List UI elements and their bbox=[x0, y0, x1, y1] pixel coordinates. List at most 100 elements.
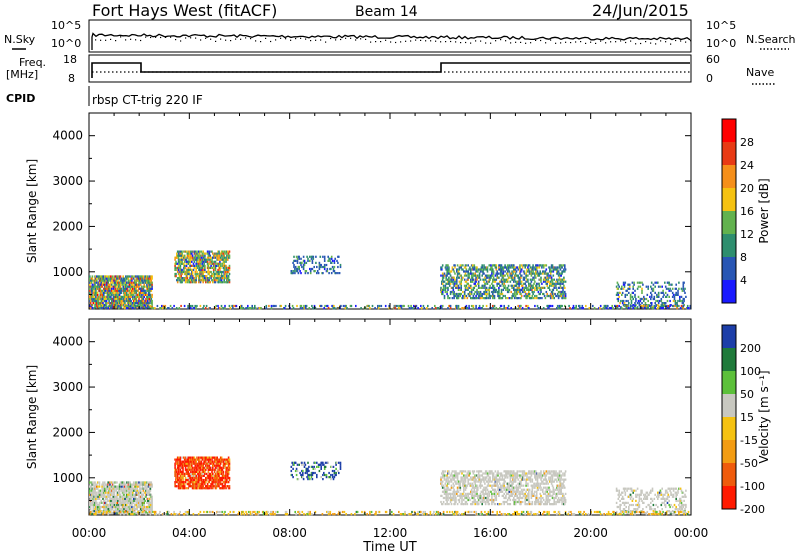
echo-cell bbox=[227, 266, 230, 269]
echo-cell bbox=[113, 302, 116, 305]
echo-cell bbox=[161, 304, 163, 308]
echo-cell bbox=[96, 291, 99, 294]
echo-cell bbox=[95, 275, 97, 278]
echo-cell bbox=[177, 478, 180, 482]
echo-cell bbox=[200, 462, 203, 465]
echo-cell bbox=[96, 277, 98, 280]
echo-cell bbox=[549, 282, 551, 285]
echo-cell bbox=[123, 491, 125, 494]
echo-cell bbox=[105, 287, 108, 290]
echo-cell bbox=[505, 280, 507, 283]
echo-cell bbox=[662, 289, 664, 292]
echo-cell bbox=[293, 255, 295, 258]
echo-cell bbox=[667, 287, 670, 290]
echo-cell bbox=[650, 306, 652, 309]
echo-cell bbox=[204, 268, 206, 271]
echo-cell bbox=[628, 285, 631, 288]
echo-cell bbox=[211, 478, 213, 482]
echo-cell bbox=[532, 292, 534, 296]
echo-cell bbox=[393, 304, 396, 308]
echo-cell bbox=[209, 270, 211, 274]
echo-cell bbox=[559, 292, 562, 296]
echo-cell bbox=[104, 505, 107, 509]
echo-cell bbox=[176, 277, 179, 280]
echo-cell bbox=[175, 275, 177, 278]
echo-cell bbox=[104, 277, 107, 280]
echo-cell bbox=[104, 304, 107, 307]
echo-cell bbox=[186, 254, 189, 257]
echo-cell bbox=[654, 291, 656, 294]
echo-cell bbox=[96, 297, 98, 301]
echo-cell bbox=[332, 267, 335, 271]
echo-cell bbox=[535, 268, 538, 271]
echo-cell bbox=[604, 307, 606, 310]
echo-cell bbox=[446, 268, 448, 271]
echo-cell bbox=[195, 307, 197, 310]
nsearch-point bbox=[425, 40, 427, 42]
echo-cell bbox=[125, 277, 128, 280]
echo-cell bbox=[563, 284, 565, 287]
echo-cell bbox=[218, 279, 220, 282]
echo-cell bbox=[136, 483, 138, 486]
echo-cell bbox=[92, 287, 95, 290]
echo-cell bbox=[125, 304, 127, 308]
echo-cell bbox=[135, 483, 138, 486]
echo-cell bbox=[132, 510, 135, 513]
echo-cell bbox=[112, 297, 115, 301]
echo-cell bbox=[209, 476, 211, 480]
echo-cell bbox=[517, 268, 519, 271]
echo-cell bbox=[180, 268, 182, 271]
echo-cell bbox=[490, 294, 492, 298]
echo-cell bbox=[89, 281, 91, 284]
echo-cell bbox=[141, 275, 144, 278]
echo-cell bbox=[151, 497, 153, 500]
echo-cell bbox=[146, 299, 149, 303]
echo-cell bbox=[116, 493, 118, 496]
echo-cell bbox=[478, 272, 481, 275]
echo-cell bbox=[179, 458, 182, 461]
echo-cell bbox=[629, 306, 632, 309]
echo-cell bbox=[216, 272, 218, 276]
echo-cell bbox=[181, 466, 183, 469]
echo-cell bbox=[300, 257, 302, 260]
echo-cell bbox=[481, 307, 483, 310]
echo-cell bbox=[177, 264, 180, 267]
echo-cell bbox=[388, 307, 390, 310]
echo-cell bbox=[109, 293, 111, 296]
echo-cell bbox=[213, 456, 216, 459]
echo-cell bbox=[208, 487, 211, 490]
echo-cell bbox=[689, 304, 692, 308]
echo-cell bbox=[485, 288, 488, 291]
echo-cell bbox=[193, 462, 196, 465]
echo-cell bbox=[124, 483, 126, 486]
echo-cell bbox=[225, 266, 227, 269]
echo-cell bbox=[139, 302, 141, 305]
echo-cell bbox=[491, 266, 493, 269]
echo-cell bbox=[119, 279, 122, 282]
echo-cell bbox=[549, 282, 552, 285]
echo-cell bbox=[551, 292, 554, 296]
echo-cell bbox=[119, 501, 122, 504]
echo-cell bbox=[638, 281, 641, 284]
echo-cell bbox=[106, 491, 109, 494]
echo-cell bbox=[148, 512, 151, 515]
echo-cell bbox=[224, 307, 226, 310]
echo-cell bbox=[346, 307, 348, 310]
echo-cell bbox=[108, 483, 110, 486]
echo-cell bbox=[212, 262, 215, 265]
echo-cell bbox=[504, 264, 506, 267]
echo-cell bbox=[451, 286, 454, 289]
echo-cell bbox=[148, 275, 151, 278]
echo-cell bbox=[560, 292, 562, 296]
echo-cell bbox=[224, 304, 226, 308]
echo-cell bbox=[89, 489, 91, 492]
echo-cell bbox=[205, 260, 208, 263]
echo-cell bbox=[189, 262, 191, 265]
echo-cell bbox=[399, 304, 402, 308]
echo-cell bbox=[107, 279, 109, 282]
echo-cell bbox=[179, 460, 182, 463]
echo-cell bbox=[136, 505, 138, 509]
echo-cell bbox=[177, 277, 180, 280]
echo-cell bbox=[213, 279, 216, 282]
echo-cell bbox=[91, 491, 94, 494]
